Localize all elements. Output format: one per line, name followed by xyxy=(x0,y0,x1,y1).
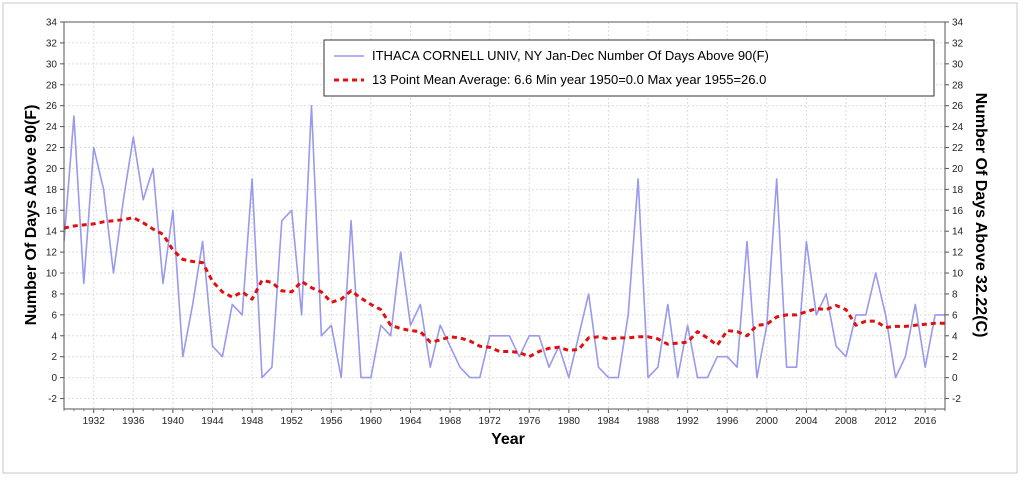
y-axis-title-left: Number Of Days Above 90(F) xyxy=(23,105,40,326)
y-tick-label-left: 12 xyxy=(46,248,58,259)
x-tick-label: 1956 xyxy=(320,416,343,427)
x-tick-label: 2012 xyxy=(874,416,897,427)
y-tick-label-right: 4 xyxy=(952,331,958,342)
y-tick-label-left: 24 xyxy=(46,122,58,133)
y-tick-label-left: 28 xyxy=(46,80,58,91)
x-tick-label: 2016 xyxy=(914,416,937,427)
y-tick-label-left: 32 xyxy=(46,38,58,49)
y-tick-label-left: 0 xyxy=(51,373,57,384)
x-tick-label: 1996 xyxy=(716,416,739,427)
y-tick-label-right: 8 xyxy=(952,289,958,300)
y-tick-label-right: 20 xyxy=(952,164,964,175)
x-tick-label: 1972 xyxy=(479,416,502,427)
y-tick-label-left: 22 xyxy=(46,143,58,154)
legend-label-13-point-mean: 13 Point Mean Average: 6.6 Min year 1950… xyxy=(372,72,766,87)
y-tick-label-left: 2 xyxy=(51,352,57,363)
y-tick-label-left: 30 xyxy=(46,59,58,70)
y-tick-label-right: 16 xyxy=(952,206,964,217)
y-tick-label-left: 6 xyxy=(51,310,57,321)
y-tick-label-left: 8 xyxy=(51,289,57,300)
series-layer xyxy=(64,104,945,379)
y-tick-label-right: 32 xyxy=(952,38,964,49)
x-tick-label: 1968 xyxy=(439,416,462,427)
y-tick-label-left: 10 xyxy=(46,269,58,280)
y-tick-label-right: 12 xyxy=(952,248,964,259)
y-tick-label-right: 28 xyxy=(952,80,964,91)
series-line-13-point-mean xyxy=(64,216,945,359)
x-tick-label: 1936 xyxy=(122,416,145,427)
y-tick-label-left: 16 xyxy=(46,206,58,217)
y-tick-label-right: 18 xyxy=(952,185,964,196)
x-tick-label: 1988 xyxy=(637,416,660,427)
x-tick-label: 1980 xyxy=(558,416,581,427)
y-tick-label-left: 4 xyxy=(51,331,57,342)
y-axis-title-right: Number Of Days Above 32.22(C) xyxy=(972,93,989,338)
y-tick-label-right: 34 xyxy=(952,18,964,29)
y-tick-label-right: 2 xyxy=(952,352,958,363)
x-tick-label: 2000 xyxy=(756,416,779,427)
y-tick-label-right: 30 xyxy=(952,59,964,70)
x-tick-label: 1992 xyxy=(677,416,700,427)
y-tick-label-right: 24 xyxy=(952,122,964,133)
y-tick-label-right: 10 xyxy=(952,269,964,280)
x-tick-label: 1964 xyxy=(399,416,422,427)
y-tick-label-right: 0 xyxy=(952,373,958,384)
x-tick-label: 1984 xyxy=(597,416,620,427)
legend: ITHACA CORNELL UNIV, NY Jan-Dec Number O… xyxy=(323,39,935,97)
x-tick-label: 1948 xyxy=(241,416,264,427)
plot-border xyxy=(63,21,946,410)
y-tick-label-right: 6 xyxy=(952,310,958,321)
x-tick-label: 1952 xyxy=(281,416,304,427)
x-axis-title: Year xyxy=(491,431,525,448)
legend-label-days-above-90: ITHACA CORNELL UNIV, NY Jan-Dec Number O… xyxy=(372,48,769,63)
x-tick-label: 1932 xyxy=(83,416,106,427)
x-tick-label: 1960 xyxy=(360,416,383,427)
x-tick-label: 1944 xyxy=(201,416,224,427)
y-tick-label-right: 22 xyxy=(952,143,964,154)
y-tick-label-left: 18 xyxy=(46,185,58,196)
series-line-days-above-90 xyxy=(64,104,945,379)
x-tick-label: 1976 xyxy=(518,416,541,427)
x-tick-label: 2008 xyxy=(835,416,858,427)
y-tick-label-left: -2 xyxy=(48,394,57,405)
x-tick-label: 1940 xyxy=(162,416,185,427)
legend-box xyxy=(323,39,935,97)
y-tick-label-left: 20 xyxy=(46,164,58,175)
y-tick-label-right: -2 xyxy=(952,394,961,405)
y-tick-label-right: 26 xyxy=(952,101,964,112)
y-tick-label-left: 34 xyxy=(46,18,58,29)
x-tick-label: 2004 xyxy=(795,416,818,427)
y-tick-label-left: 26 xyxy=(46,101,58,112)
y-tick-label-right: 14 xyxy=(952,227,964,238)
y-tick-label-left: 14 xyxy=(46,227,58,238)
